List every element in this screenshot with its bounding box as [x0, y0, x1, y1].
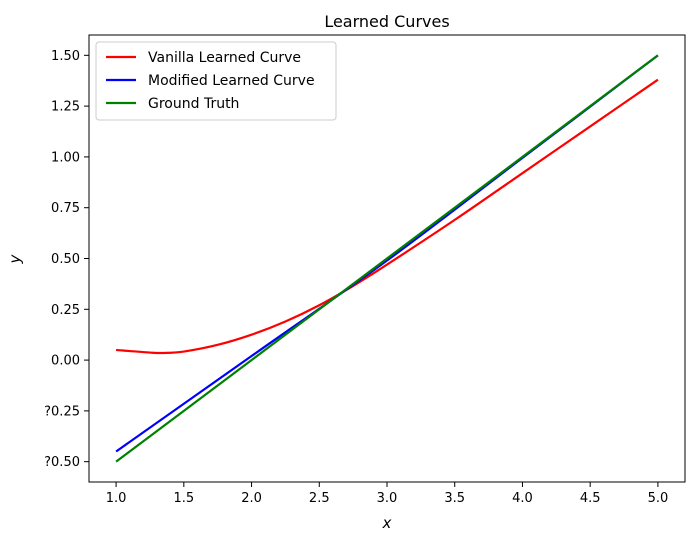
x-tick-label: 4.0 — [512, 491, 533, 506]
x-axis-label: x — [382, 514, 392, 532]
legend-label-3: Ground Truth — [148, 96, 239, 112]
x-tick-label: 3.0 — [377, 491, 398, 506]
series-line-3 — [115, 54, 659, 463]
legend-box — [95, 41, 337, 121]
y-tick-label: 0.00 — [51, 354, 80, 369]
y-tick-label: 1.50 — [51, 49, 80, 64]
y-tick-label: ?0.50 — [44, 455, 80, 470]
series-line-1 — [116, 78, 659, 355]
y-tick-label: ?0.25 — [44, 404, 80, 419]
y-tick-label: 0.75 — [51, 201, 80, 216]
x-tick-label: 4.5 — [580, 491, 601, 506]
legend: Vanilla Learned Curve Modified Learned Cu… — [95, 41, 337, 121]
x-tick-label: 1.0 — [106, 491, 127, 506]
legend-label-2: Modified Learned Curve — [148, 73, 315, 89]
legend-label-1: Vanilla Learned Curve — [148, 50, 301, 66]
x-tick-label: 5.0 — [648, 491, 669, 506]
y-tick-label: 1.25 — [51, 100, 80, 115]
x-tick-label: 2.5 — [309, 491, 330, 506]
y-tick-label: 0.50 — [51, 252, 80, 267]
y-axis-label: y — [6, 253, 24, 264]
x-tick-label: 1.5 — [173, 491, 194, 506]
plot-frame — [88, 34, 686, 483]
y-tick-label: 0.25 — [51, 303, 80, 318]
x-tick-label: 2.0 — [241, 491, 262, 506]
y-tick-label: 1.00 — [51, 150, 80, 165]
chart-title: Learned Curves — [324, 12, 449, 31]
x-tick-label: 3.5 — [444, 491, 465, 506]
